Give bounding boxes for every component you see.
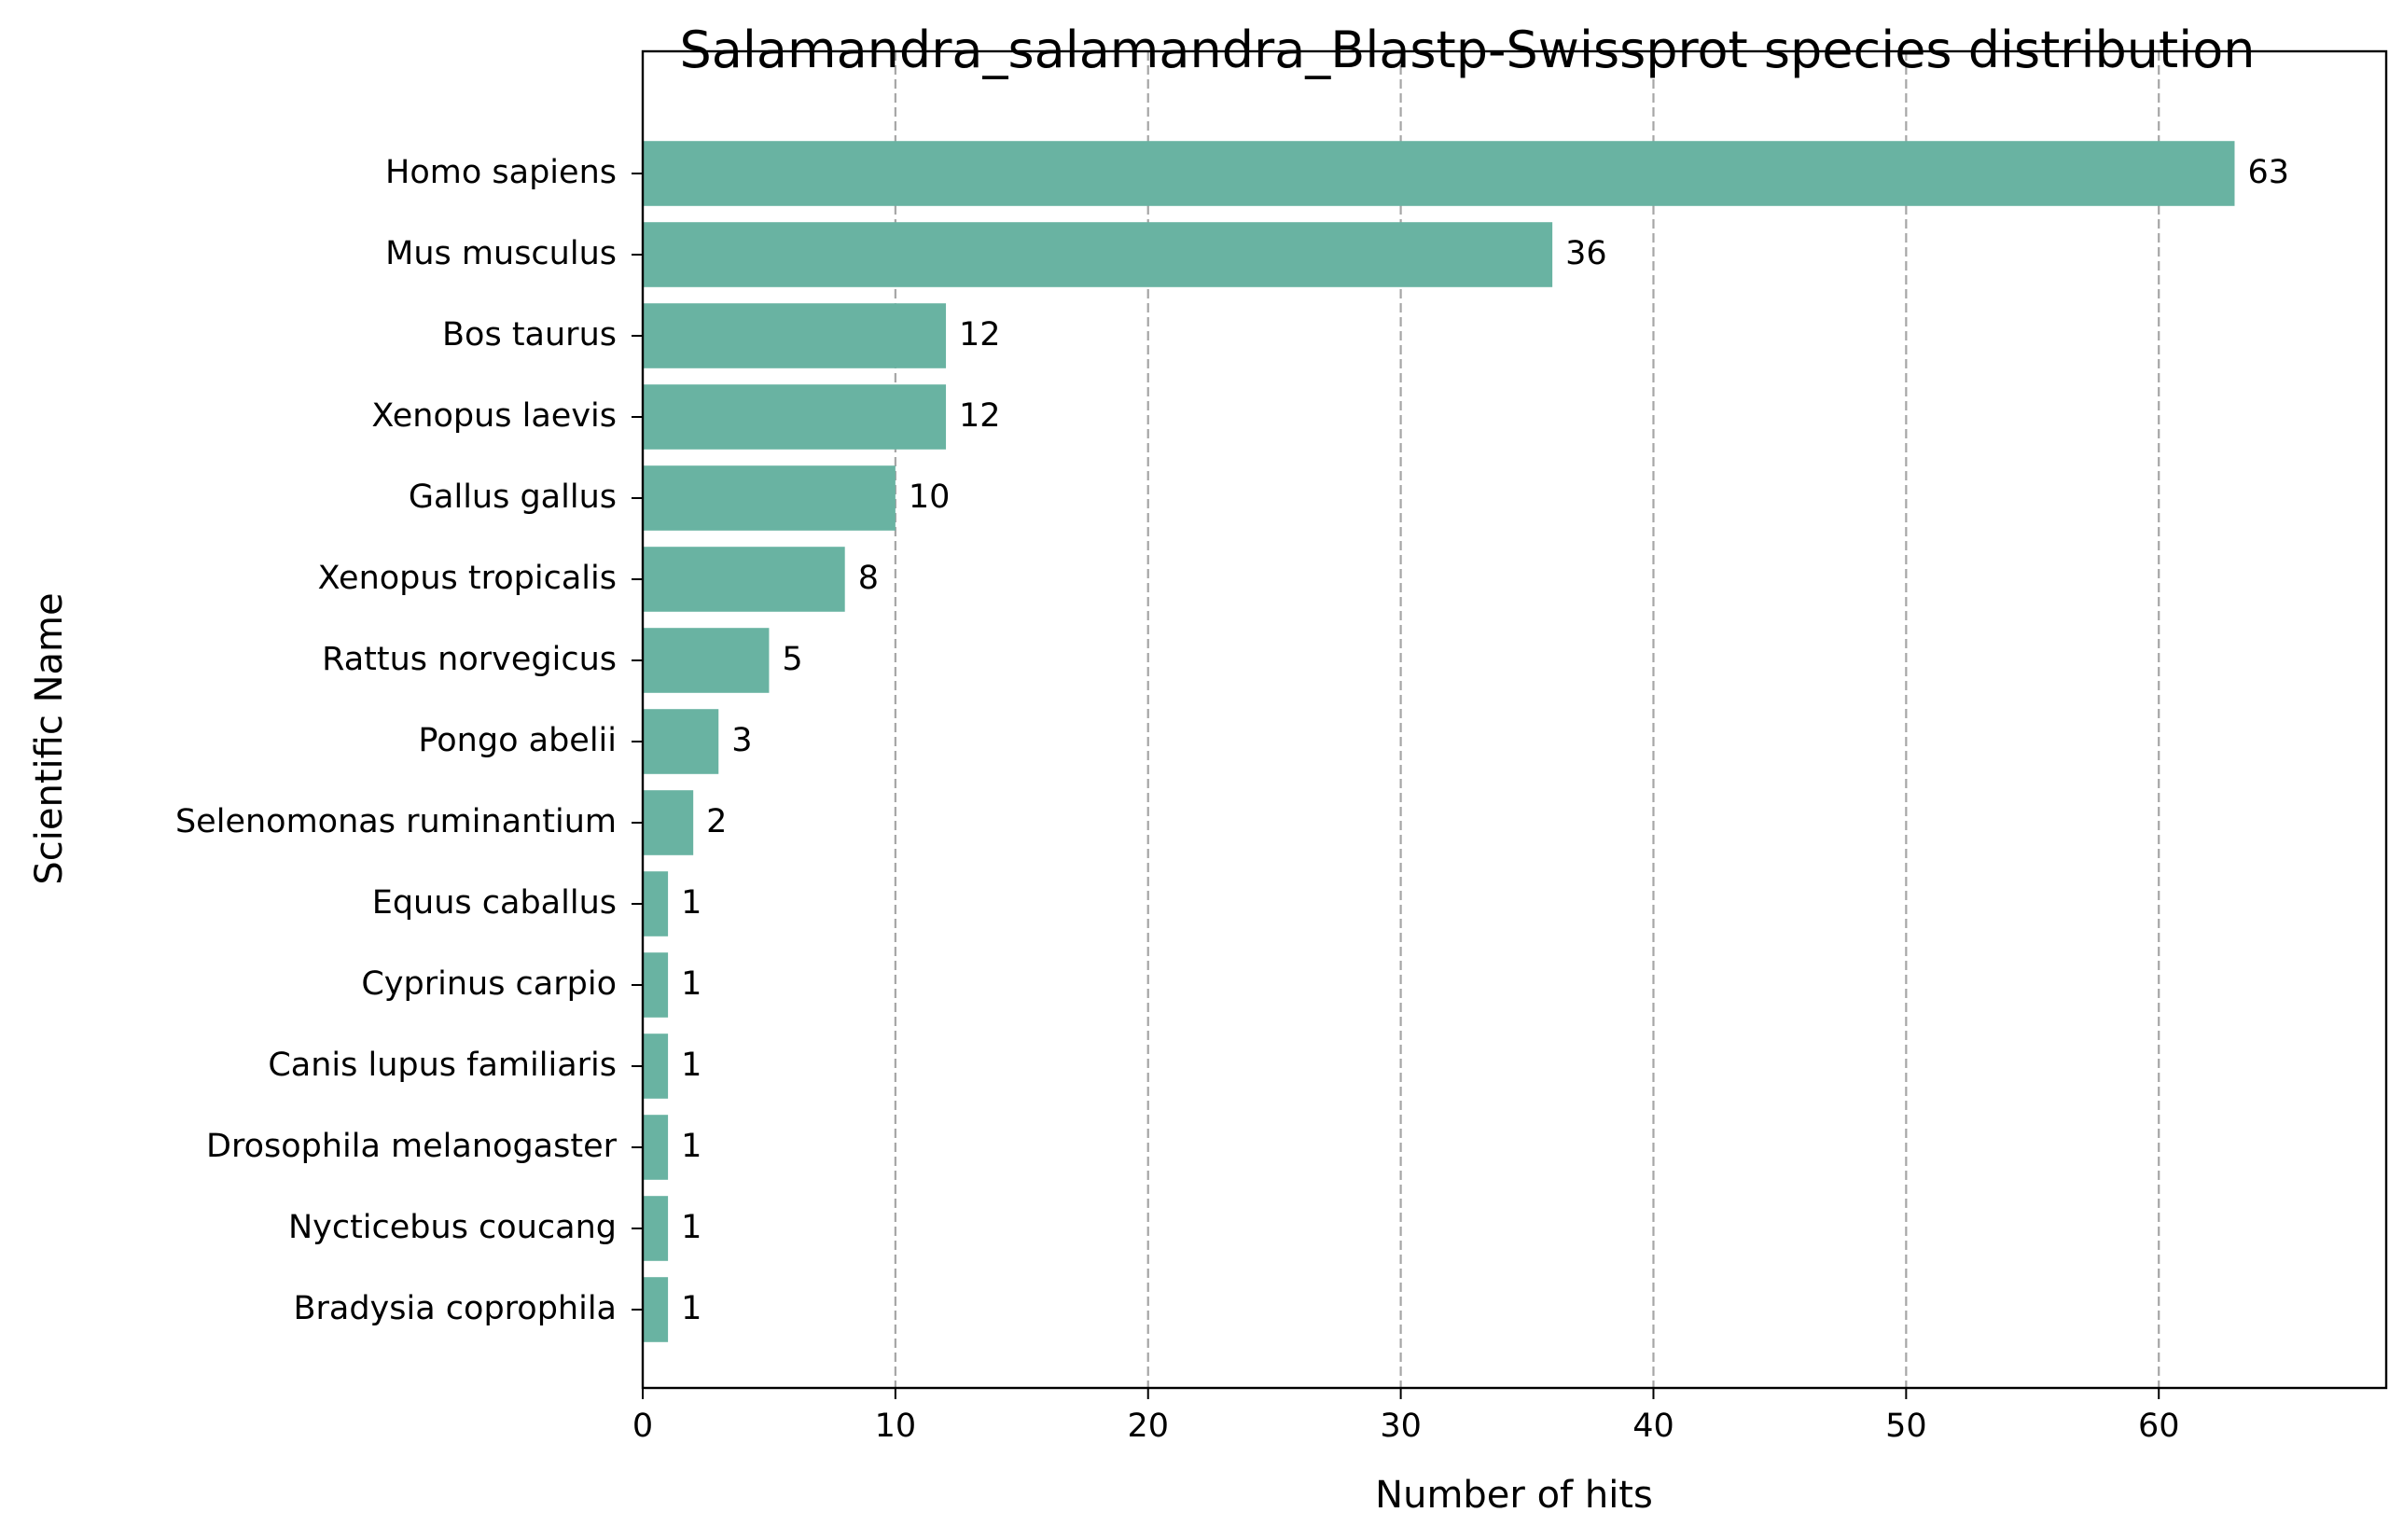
y-axis-label: Scientific Name <box>28 592 71 884</box>
data-label: 3 <box>731 722 752 759</box>
data-label: 12 <box>959 397 1001 435</box>
y-tick-label: Drosophila melanogaster <box>206 1128 618 1165</box>
y-tick-label: Bradysia coprophila <box>293 1290 617 1327</box>
bar <box>643 1196 669 1261</box>
y-tick-label: Rattus norvegicus <box>322 641 617 678</box>
chart-title: Salamandra_salamandra_Blastp-Swissprot s… <box>680 21 2256 79</box>
bar <box>643 141 2235 206</box>
bar <box>643 1277 669 1342</box>
gridlines <box>894 51 2160 1388</box>
bar <box>643 1115 669 1180</box>
y-tick-label: Gallus gallus <box>409 479 617 516</box>
data-label: 1 <box>681 1128 701 1165</box>
data-label: 1 <box>681 1047 701 1084</box>
data-label: 1 <box>681 1290 701 1327</box>
data-label: 10 <box>909 479 951 516</box>
x-tick-label: 50 <box>1885 1408 1927 1445</box>
bar <box>643 222 1553 287</box>
y-tick-label: Xenopus laevis <box>371 397 617 435</box>
data-label: 1 <box>681 1209 701 1246</box>
y-tick-label: Nycticebus coucang <box>288 1209 617 1246</box>
bar <box>643 628 770 693</box>
axes <box>632 49 2388 1399</box>
x-tick-label: 0 <box>632 1408 653 1445</box>
plot-frame <box>641 49 2388 1390</box>
x-axis-label: Number of hits <box>1375 1474 1653 1517</box>
y-tick-label: Pongo abelii <box>418 722 617 759</box>
y-tick-label: Canis lupus familiaris <box>268 1047 617 1084</box>
y-tick-label: Equus caballus <box>372 884 617 922</box>
x-tick-label: 30 <box>1380 1408 1422 1445</box>
y-tick-label: Xenopus tropicalis <box>318 560 617 597</box>
y-tick-label: Mus musculus <box>385 235 617 272</box>
y-tick-label: Cyprinus carpio <box>361 965 617 1003</box>
y-tick-label: Homo sapiens <box>385 154 617 191</box>
x-tick-label: 10 <box>875 1408 917 1445</box>
data-label: 12 <box>959 316 1001 354</box>
bar <box>643 709 719 774</box>
y-tick-label: Bos taurus <box>442 316 617 354</box>
data-label: 8 <box>858 560 879 597</box>
data-label: 5 <box>782 641 802 678</box>
bar <box>643 952 669 1018</box>
bar <box>643 790 694 855</box>
bar <box>643 465 896 531</box>
bar <box>643 871 669 936</box>
data-label: 2 <box>706 803 727 840</box>
bar <box>643 303 947 368</box>
x-tick-label: 60 <box>2138 1408 2180 1445</box>
data-label: 36 <box>1565 235 1607 272</box>
data-label: 1 <box>681 884 701 922</box>
y-tick-label: Selenomonas ruminantium <box>175 803 617 840</box>
bar <box>643 547 845 612</box>
bars <box>643 141 2235 1342</box>
bar <box>643 1034 669 1099</box>
data-label: 1 <box>681 965 701 1003</box>
x-tick-label: 40 <box>1632 1408 1674 1445</box>
bar <box>643 384 947 450</box>
x-tick-label: 20 <box>1127 1408 1169 1445</box>
data-label: 63 <box>2247 154 2289 191</box>
